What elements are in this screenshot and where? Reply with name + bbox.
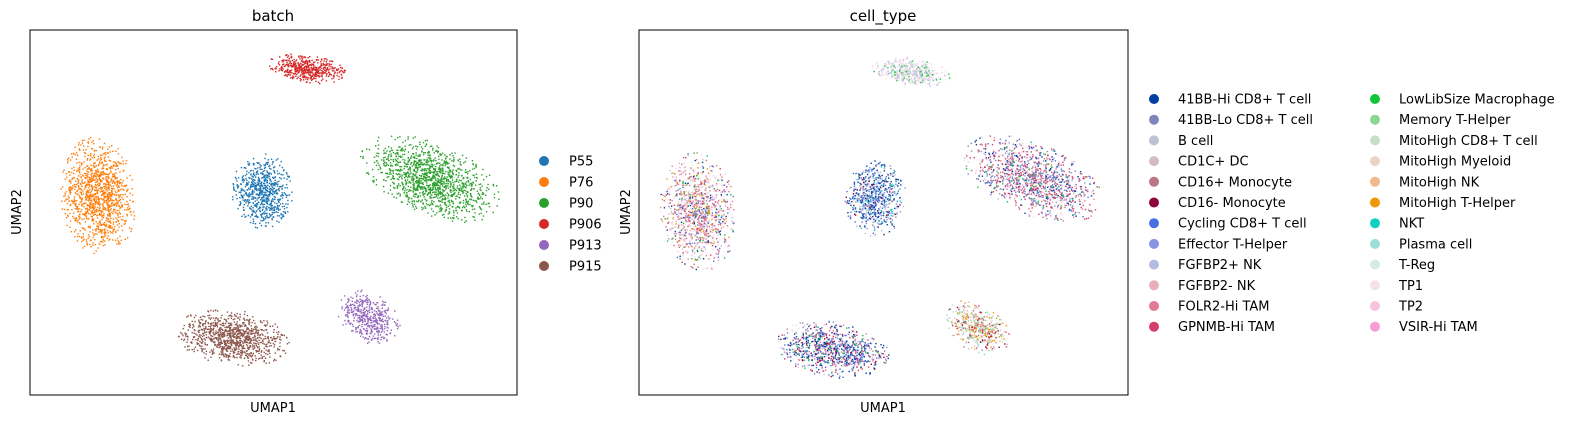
legend-marker [1370, 218, 1380, 229]
y-axis-label-batch: UMAP2 [10, 189, 25, 235]
legend-label: Plasma cell [1399, 237, 1472, 252]
cell-cluster-p906 [871, 56, 951, 87]
legend-label: FGFBP2+ NK [1178, 258, 1262, 273]
legend-marker [1149, 114, 1159, 125]
legend-marker [1370, 197, 1380, 208]
legend-marker [1149, 135, 1159, 146]
x-axis-label-batch: UMAP1 [250, 401, 296, 416]
legend-marker [1149, 197, 1159, 208]
legend-marker [539, 177, 549, 187]
legend-cell-type: 41BB-Hi CD8+ T cell 41BB-Lo CD8+ T cell B … [1149, 93, 1555, 335]
legend-label: B cell [1178, 134, 1213, 149]
legend-label: P906 [569, 218, 602, 233]
cell-cluster-p915 [778, 320, 890, 379]
y-axis-label-cell-type: UMAP2 [619, 189, 634, 235]
legend-marker [1370, 238, 1380, 249]
cell-cluster-p76 [659, 152, 735, 271]
legend-label: FOLR2-Hi TAM [1178, 300, 1270, 315]
legend-label: Effector T-Helper [1178, 237, 1288, 252]
legend-label: T-Reg [1398, 258, 1435, 273]
legend-marker [539, 198, 549, 208]
legend-marker [1370, 301, 1380, 311]
plot-frame-batch [29, 29, 518, 396]
legend-marker [539, 219, 549, 229]
legend-label: Memory T-Helper [1399, 113, 1511, 128]
legend-marker [1149, 321, 1159, 332]
legend-label: MitoHigh CD8+ T cell [1399, 134, 1538, 149]
legend-label: P915 [569, 260, 602, 275]
cluster-p915 [177, 309, 290, 367]
cluster-p55 [232, 153, 293, 229]
plot-frame-cell-type [638, 29, 1129, 396]
legend-marker [539, 240, 549, 250]
legend-marker [1149, 94, 1159, 104]
legend-marker [1149, 301, 1159, 311]
legend-label: CD16- Monocyte [1178, 196, 1286, 211]
legend-batch: P55 P76 P90 P906 P913 P915 [539, 155, 602, 275]
legend-marker [539, 261, 549, 271]
panel-cell-type: cell_type UMAP1 UMAP2 41BB-Hi CD8+ T cel… [619, 7, 1555, 416]
batch-points [60, 53, 500, 367]
cell-cluster-p90 [963, 135, 1100, 222]
legend-label: P55 [569, 155, 593, 170]
cluster-p906 [269, 53, 346, 85]
cell-cluster-p913 [946, 300, 1010, 356]
legend-label: CD1C+ DC [1178, 155, 1249, 170]
legend-label: NKT [1399, 217, 1424, 232]
legend-label: CD16+ Monocyte [1178, 175, 1292, 190]
legend-marker [1149, 259, 1159, 270]
legend-marker [1370, 259, 1380, 270]
legend-label: TP1 [1398, 279, 1423, 294]
cluster-p76 [60, 136, 136, 255]
legend-label: 41BB-Lo CD8+ T cell [1178, 113, 1313, 128]
panel-title-cell-type: cell_type [850, 7, 917, 26]
legend-label: MitoHigh Myeloid [1399, 155, 1511, 170]
legend-marker [1149, 156, 1159, 167]
cell-type-points [659, 56, 1100, 379]
legend-label: P76 [569, 176, 593, 191]
legend-label: FGFBP2- NK [1178, 279, 1256, 294]
legend-marker [1370, 321, 1380, 332]
legend-marker [1370, 114, 1380, 125]
legend-label: P90 [569, 197, 593, 212]
legend-label: LowLibSize Macrophage [1399, 93, 1555, 108]
legend-marker [1370, 135, 1380, 146]
legend-marker [1149, 176, 1159, 187]
legend-label: P913 [569, 239, 602, 254]
legend-label: VSIR-Hi TAM [1399, 320, 1478, 335]
legend-marker [1370, 176, 1380, 187]
legend-marker [1149, 280, 1159, 291]
cluster-p913 [337, 289, 401, 344]
legend-label: GPNMB-Hi TAM [1178, 320, 1275, 335]
x-axis-label-cell-type: UMAP1 [860, 401, 906, 416]
legend-marker [1370, 94, 1380, 104]
legend-marker [1149, 238, 1159, 249]
legend-marker [1149, 218, 1159, 229]
legend-label: 41BB-Hi CD8+ T cell [1178, 93, 1311, 108]
legend-marker [1370, 156, 1380, 167]
legend-label: TP2 [1398, 300, 1423, 315]
legend-label: Cycling CD8+ T cell [1178, 217, 1307, 232]
legend-marker [539, 156, 549, 166]
cell-cluster-p55 [844, 160, 906, 237]
legend-label: MitoHigh T-Helper [1399, 196, 1516, 211]
legend-label: MitoHigh NK [1399, 175, 1480, 190]
panel-batch: batch UMAP1 UMAP2 P55 P76 P90 P906 P913 P915 [10, 7, 602, 416]
cluster-p90 [360, 135, 500, 223]
legend-marker [1370, 280, 1380, 291]
panel-title-batch: batch [252, 7, 294, 25]
